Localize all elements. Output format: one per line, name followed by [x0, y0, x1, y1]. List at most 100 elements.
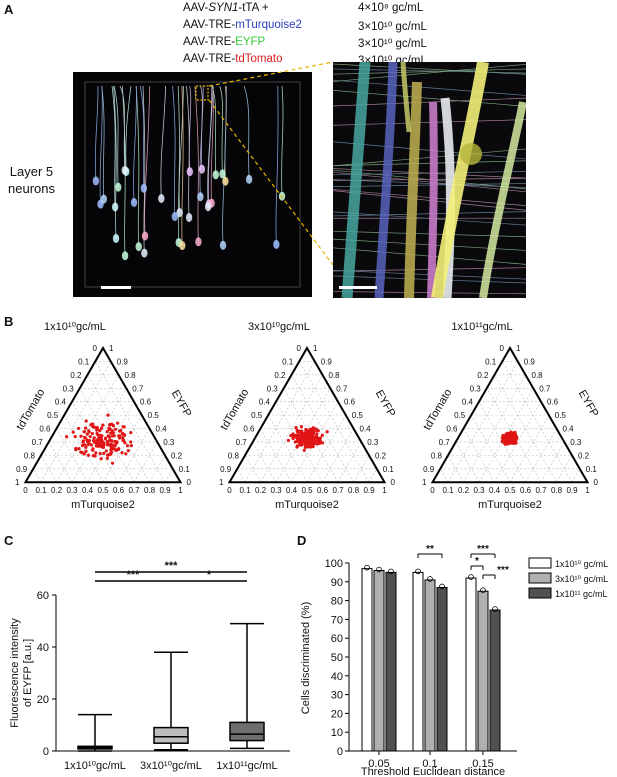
dendrite-line — [101, 85, 105, 200]
right-tick: 0.5 — [352, 411, 364, 420]
bottom-tick: 0.6 — [317, 486, 329, 495]
ternary-point — [83, 426, 88, 430]
bottom-tick: 0 — [23, 486, 28, 495]
left-tick: 0.8 — [24, 451, 36, 460]
soma — [158, 194, 165, 204]
ternary-point — [305, 435, 309, 439]
right-tick: 0.2 — [171, 451, 183, 460]
bottom-tick: 0.9 — [363, 486, 375, 495]
ternary-point — [289, 433, 293, 438]
ternary-point — [300, 429, 304, 433]
grid-line — [244, 361, 316, 483]
vector-row: AAV-TRE-tdTomato — [183, 53, 283, 65]
ternary-point — [105, 443, 110, 447]
right-tick: 0 — [391, 478, 396, 487]
ternary-point — [296, 438, 300, 442]
dendrite-line — [135, 85, 140, 247]
grid-line — [556, 455, 573, 483]
ternary-point — [109, 431, 113, 435]
layer5-label: Layer 5 neurons — [8, 163, 55, 197]
left-tick: 1 — [422, 478, 427, 487]
soma — [112, 233, 120, 243]
left-tick: 0.3 — [63, 384, 75, 393]
vector-pre: AAV-TRE- — [183, 53, 236, 65]
ternary-point — [325, 430, 329, 434]
right-tick: 0.2 — [578, 451, 590, 460]
layer5-label-line2: neurons — [8, 181, 55, 196]
y-tick-label: 0 — [337, 746, 343, 758]
ternary-point — [99, 457, 103, 461]
data-point — [492, 606, 498, 612]
significance-label: * — [207, 569, 212, 581]
ternary-point — [74, 448, 78, 452]
left-tick: 0.2 — [477, 371, 489, 380]
ternary-point — [89, 443, 93, 447]
right-tick: 0.1 — [179, 465, 191, 474]
ternary-point — [85, 432, 89, 436]
grid-line — [275, 401, 323, 483]
dendrite-line — [188, 85, 192, 172]
left-tick: 0.1 — [282, 357, 294, 366]
bar — [373, 570, 385, 752]
grid-line — [71, 401, 119, 483]
ternary-point — [100, 434, 104, 438]
ternary-point — [295, 444, 299, 448]
ternary-point — [71, 430, 75, 434]
ternary-point — [514, 441, 518, 445]
ternary-point — [104, 449, 108, 453]
vector-post: EYFP — [235, 36, 266, 48]
ternary-point — [119, 428, 123, 433]
ternary-point — [312, 435, 317, 440]
ternary-point — [299, 424, 304, 429]
left-tick: 0.2 — [70, 371, 82, 380]
left-tick: 0.8 — [431, 451, 443, 460]
grid-line — [32, 468, 42, 483]
dendrite-line — [160, 85, 167, 199]
grid-line — [48, 441, 73, 483]
bar — [361, 568, 373, 752]
bottom-tick: 0.2 — [255, 486, 267, 495]
ternary-point — [291, 436, 295, 441]
vector-post: -tTA + — [238, 2, 269, 14]
left-tick: 0.6 — [446, 425, 458, 434]
ternary-point — [95, 444, 99, 448]
right-tick: 0 — [187, 478, 192, 487]
ternary-point — [89, 423, 93, 427]
ternary-point — [103, 436, 108, 440]
vector-pre: AAV-TRE- — [183, 19, 236, 31]
data-point — [468, 574, 474, 580]
ternary-point — [503, 441, 508, 445]
grid-line — [571, 468, 581, 483]
grid-line — [94, 361, 166, 483]
grid-line — [63, 414, 104, 483]
ternary-point — [501, 433, 505, 438]
left-tick: 0 — [93, 344, 98, 353]
bar — [436, 586, 448, 752]
soma — [197, 192, 204, 202]
grid-line — [540, 441, 565, 483]
ternary-triangle — [430, 346, 590, 484]
grid-line — [470, 414, 511, 483]
soma — [219, 240, 227, 250]
soma — [141, 248, 148, 258]
left-tick: 0.9 — [423, 465, 435, 474]
dendrite-line — [122, 85, 126, 256]
bottom-tick: 0.4 — [286, 486, 298, 495]
left-tick: 0.3 — [267, 384, 279, 393]
panel-label-a: A — [4, 2, 14, 17]
x-tick-label: 3x10¹⁰gc/mL — [140, 760, 202, 772]
legend-swatch — [528, 587, 552, 599]
thin-dendrite — [333, 168, 526, 179]
dendrite-zoom-svg — [333, 62, 526, 298]
legend-swatch — [528, 557, 552, 569]
ternary-point — [110, 429, 115, 433]
right-tick: 0.3 — [570, 438, 582, 447]
ternary-point — [295, 428, 299, 433]
left-tick: 0.8 — [228, 451, 240, 460]
vector-row: AAV-TRE-mTurquoise2 — [183, 19, 302, 31]
right-tick: 0.6 — [344, 398, 356, 407]
ternary-point — [293, 440, 297, 444]
grid-line — [447, 361, 519, 483]
ternary-point — [286, 438, 291, 442]
ternary-point — [92, 436, 96, 440]
